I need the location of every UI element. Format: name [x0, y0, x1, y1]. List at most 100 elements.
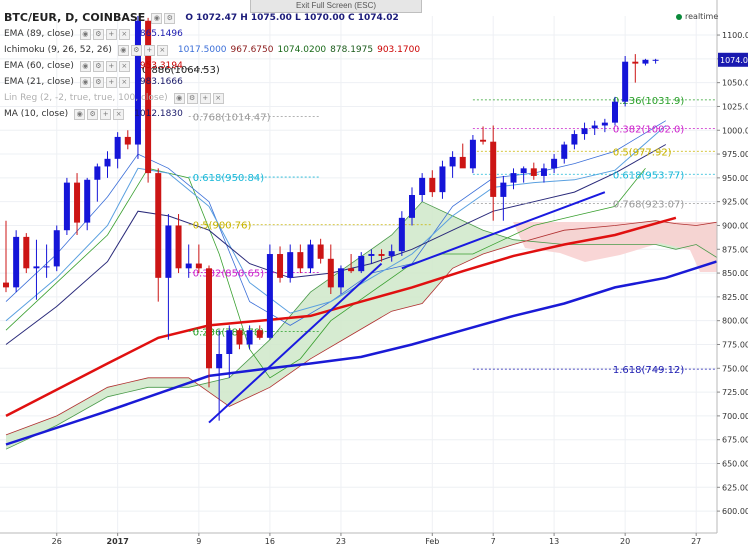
- status-dot-icon: [676, 13, 682, 20]
- visibility-icon[interactable]: ◉: [79, 28, 91, 40]
- realtime-label: realtime: [685, 12, 719, 21]
- y-tick-label: 925.00: [722, 198, 748, 207]
- candle-body: [206, 268, 212, 369]
- indicator-list: EMA (89, close) ◉ ⚙ + × 865.1496 Ichimoku (9, …: [4, 26, 420, 122]
- close-icon[interactable]: ×: [156, 44, 168, 56]
- senkou-a-line: [5, 201, 727, 450]
- candle-body: [459, 156, 466, 169]
- candle-body: [53, 230, 60, 267]
- y-tick-label: 1000.00: [722, 126, 748, 135]
- candle-body: [226, 330, 233, 355]
- cloud-fill: [6, 201, 727, 450]
- x-tick-label: 26: [52, 537, 62, 546]
- candle-body: [612, 101, 618, 123]
- trendlines[interactable]: [208, 191, 606, 424]
- candle-body: [601, 122, 608, 126]
- indicator-label[interactable]: Ichimoku (9, 26, 52, 26): [4, 45, 112, 55]
- symbol-row: BTC/EUR, D, COINBASE ◉ ⚙ O 1072.47 H 107…: [4, 10, 420, 26]
- settings-icon[interactable]: ⚙: [87, 108, 99, 120]
- indicator-label[interactable]: EMA (89, close): [4, 29, 74, 39]
- settings-icon[interactable]: ⚙: [164, 12, 176, 24]
- candle-body: [134, 20, 141, 145]
- add-icon[interactable]: +: [199, 92, 211, 104]
- visibility-icon[interactable]: ◉: [74, 108, 86, 120]
- close-icon[interactable]: ×: [212, 92, 224, 104]
- indicator-controls: ◉ ⚙ + ×: [117, 44, 168, 56]
- visibility-icon[interactable]: ◉: [117, 44, 129, 56]
- candle-body: [510, 173, 517, 183]
- indicator-controls: ◉ ⚙ + ×: [79, 28, 130, 40]
- y-tick-label: 825.00: [722, 293, 748, 302]
- close-icon[interactable]: ×: [118, 76, 130, 88]
- indicator-row[interactable]: EMA (21, close) ◉ ⚙ + × 983.1666: [4, 74, 420, 90]
- indicator-value: 1017.5000: [177, 45, 227, 55]
- candle-body: [480, 139, 487, 142]
- settings-icon[interactable]: ⚙: [92, 76, 104, 88]
- candlesticks: [3, 16, 659, 421]
- symbol-controls: ◉ ⚙: [151, 12, 176, 24]
- indicator-row[interactable]: Lin Reg (2, -2, true, true, 100, close) ◉…: [4, 90, 420, 106]
- exit-fullscreen-button[interactable]: Exit Full Screen (ESC): [250, 0, 422, 13]
- candle-body: [409, 194, 415, 218]
- settings-icon[interactable]: ⚙: [130, 44, 142, 56]
- candle-body: [581, 128, 588, 135]
- indicator-label[interactable]: EMA (60, close): [4, 61, 74, 71]
- candle-body: [429, 177, 436, 193]
- indicator-value: 967.6750: [230, 45, 274, 55]
- settings-icon[interactable]: ⚙: [186, 92, 198, 104]
- fib-level-label: 0.618(953.77): [613, 170, 685, 181]
- candle-body: [327, 258, 334, 288]
- add-icon[interactable]: +: [105, 76, 117, 88]
- candle-body: [561, 144, 568, 159]
- indicator-row[interactable]: Ichimoku (9, 26, 52, 26) ◉ ⚙ + × 1017.5000 967…: [4, 42, 420, 58]
- close-icon[interactable]: ×: [118, 60, 130, 72]
- fib-level-label: 0.618(950.84): [193, 173, 265, 184]
- candle-body: [236, 330, 243, 345]
- senkou-b-line: [5, 220, 727, 436]
- candle-body: [23, 236, 30, 269]
- indicator-row[interactable]: EMA (89, close) ◉ ⚙ + × 865.1496: [4, 26, 420, 42]
- y-tick-label: 700.00: [722, 412, 748, 421]
- ema60-line: [5, 216, 677, 418]
- add-icon[interactable]: +: [143, 44, 155, 56]
- visibility-icon[interactable]: ◉: [173, 92, 185, 104]
- indicator-row[interactable]: EMA (60, close) ◉ ⚙ + × 953.3194: [4, 58, 420, 74]
- symbol-title[interactable]: BTC/EUR, D, COINBASE: [4, 11, 146, 24]
- settings-icon[interactable]: ⚙: [92, 28, 104, 40]
- x-tick-label: 2017: [107, 537, 129, 546]
- add-icon[interactable]: +: [105, 28, 117, 40]
- x-tick-label: 7: [491, 537, 496, 546]
- add-icon[interactable]: +: [100, 108, 112, 120]
- indicator-label[interactable]: EMA (21, close): [4, 77, 74, 87]
- candle-body: [246, 330, 253, 345]
- visibility-icon[interactable]: ◉: [79, 76, 91, 88]
- fib-level-label: 0.382(850.65): [193, 268, 265, 279]
- indicator-value: 903.1700: [377, 45, 421, 55]
- x-tick-label: Feb: [425, 537, 439, 546]
- candle-body: [216, 354, 223, 369]
- candle-body: [165, 225, 172, 278]
- y-tick-label: 1025.00: [722, 102, 748, 111]
- indicator-value: 953.3194: [139, 61, 183, 71]
- indicator-value: 1012.1830: [134, 109, 183, 119]
- close-icon[interactable]: ×: [113, 108, 125, 120]
- visibility-icon[interactable]: ◉: [79, 60, 91, 72]
- indicator-controls: ◉ ⚙ + ×: [173, 92, 224, 104]
- last-price-label: 1074.02: [720, 56, 748, 65]
- indicator-row[interactable]: MA (10, close) ◉ ⚙ + × 1012.1830: [4, 106, 420, 122]
- indicator-label[interactable]: Lin Reg (2, -2, true, true, 100, close): [4, 93, 168, 103]
- candle-body: [114, 136, 121, 159]
- close-icon[interactable]: ×: [118, 28, 130, 40]
- settings-icon[interactable]: ⚙: [92, 60, 104, 72]
- indicator-label[interactable]: MA (10, close): [4, 109, 69, 119]
- visibility-icon[interactable]: ◉: [151, 12, 163, 24]
- candle-body: [469, 139, 476, 169]
- candle-body: [155, 173, 162, 278]
- candle-body: [348, 268, 355, 272]
- x-tick-label: 9: [196, 537, 201, 546]
- y-tick-label: 650.00: [722, 459, 748, 468]
- candle-body: [622, 61, 629, 102]
- add-icon[interactable]: +: [105, 60, 117, 72]
- y-tick-label: 625.00: [722, 483, 748, 492]
